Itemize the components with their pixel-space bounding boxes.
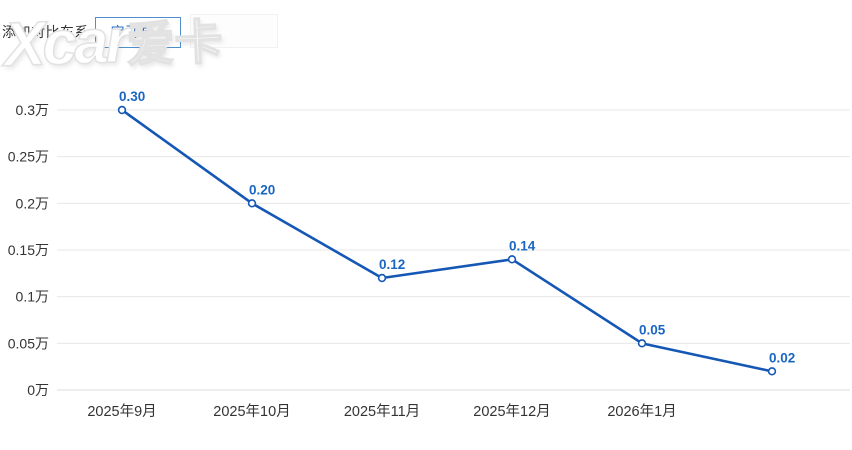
data-point-label: 0.20 [249,182,275,197]
faded-secondary-control [190,14,278,48]
chevron-down-icon: ⌄ [154,21,166,36]
data-point-label: 0.14 [509,238,536,253]
data-point-label: 0.02 [769,350,795,365]
y-axis-label: 0.15万 [8,242,49,258]
data-point-label: 0.30 [119,89,145,104]
data-point-label: 0.12 [379,257,405,272]
x-axis-label: 2025年12月 [473,403,550,420]
data-point [377,273,387,283]
chart-header: 添加对比车系 宝马i5 ⌄ [2,14,181,50]
series-line [120,108,774,373]
x-axis-label: 2025年9月 [87,403,156,420]
y-axis-label: 0.1万 [16,289,49,305]
series-select-value: 宝马i5 [110,24,150,40]
y-axis-label: 0.2万 [16,195,49,211]
data-point-label: 0.05 [639,322,666,337]
y-axis-label: 0.25万 [8,149,49,165]
data-point [637,339,647,348]
x-axis-label: 2026年1月 [607,403,676,420]
x-axis-label: 2025年11月 [344,403,420,420]
series-select-dropdown[interactable]: 宝马i5 ⌄ [95,16,181,48]
y-axis-label: 0.3万 [16,102,49,118]
x-axis-label: 2025年10月 [213,403,290,420]
add-compare-label: 添加对比车系 [2,24,89,40]
data-point [117,105,127,115]
y-axis-label: 0.05万 [8,335,49,351]
data-point [767,367,777,376]
data-point [507,255,517,264]
data-point [247,199,257,208]
y-axis-label: 0万 [27,382,49,398]
